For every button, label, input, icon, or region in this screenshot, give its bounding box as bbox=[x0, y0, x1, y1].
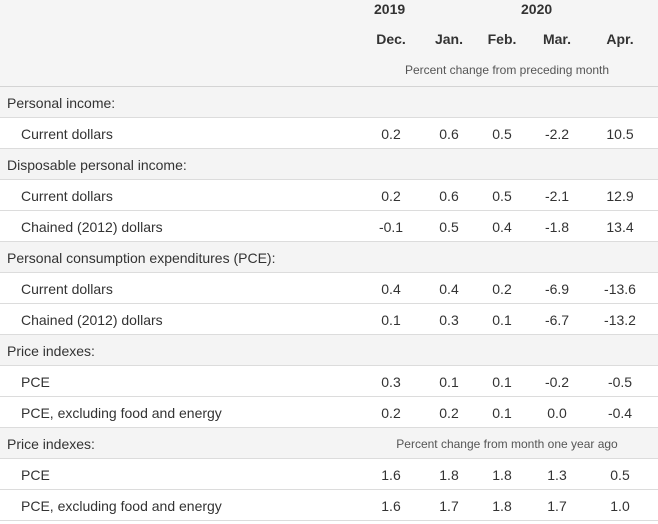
section-header-row: Price indexes: bbox=[0, 335, 658, 366]
row-label: Current dollars bbox=[21, 126, 113, 142]
month-header-dec: Dec. bbox=[376, 31, 406, 47]
section-label: Price indexes: bbox=[7, 436, 95, 452]
table-cell: 0.1 bbox=[492, 312, 512, 328]
month-header-jan: Jan. bbox=[434, 31, 463, 47]
month-header-feb: Feb. bbox=[487, 31, 517, 47]
row-label: Current dollars bbox=[21, 281, 113, 297]
table-cell: -0.4 bbox=[607, 405, 633, 421]
row-label: PCE, excluding food and energy bbox=[21, 405, 222, 421]
month-header-mar: Mar. bbox=[542, 31, 571, 47]
table-row: PCE 0.3 0.1 0.1 -0.2 -0.5 bbox=[0, 366, 658, 397]
section-header-row: Personal income: bbox=[0, 87, 658, 118]
section-label: Price indexes: bbox=[7, 343, 95, 359]
table-cell: 0.1 bbox=[492, 405, 512, 421]
header-months-row: Dec. Jan. Feb. Mar. Apr. bbox=[0, 23, 658, 56]
table-cell: 1.6 bbox=[381, 498, 401, 514]
row-label: Current dollars bbox=[21, 188, 113, 204]
section-header-row: Price indexes: Percent change from month … bbox=[0, 428, 658, 459]
table-cell: -6.9 bbox=[544, 281, 570, 297]
row-label: Chained (2012) dollars bbox=[21, 312, 163, 328]
table-cell: 0.5 bbox=[492, 126, 512, 142]
table-cell: 10.5 bbox=[606, 126, 634, 142]
table-cell: -13.6 bbox=[604, 281, 636, 297]
header-note-row: Percent change from preceding month bbox=[0, 56, 658, 87]
table-cell: 0.6 bbox=[439, 126, 459, 142]
table-cell: 12.9 bbox=[606, 188, 634, 204]
table-cell: 0.2 bbox=[381, 405, 401, 421]
table-cell: 1.0 bbox=[610, 498, 630, 514]
table-cell: 0.2 bbox=[381, 188, 401, 204]
table-cell: 0.1 bbox=[381, 312, 401, 328]
table-cell: 1.8 bbox=[492, 467, 512, 483]
table-cell: -0.5 bbox=[607, 374, 633, 390]
table-row: PCE 1.6 1.8 1.8 1.3 0.5 bbox=[0, 459, 658, 490]
table-body: Personal income: Current dollars 0.2 0.6 0.5… bbox=[0, 87, 658, 521]
table-cell: 1.8 bbox=[439, 467, 459, 483]
year-2019-header: 2019 bbox=[374, 1, 406, 17]
table-cell: 0.2 bbox=[381, 126, 401, 142]
row-label: PCE bbox=[21, 374, 50, 390]
table-row: Chained (2012) dollars 0.1 0.3 0.1 -6.7 -13.2 bbox=[0, 304, 658, 335]
table-cell: 0.4 bbox=[439, 281, 459, 297]
table-cell: 0.1 bbox=[439, 374, 459, 390]
table-cell: 0.4 bbox=[492, 219, 512, 235]
table-cell: 0.5 bbox=[610, 467, 630, 483]
table-row: Chained (2012) dollars -0.1 0.5 0.4 -1.8 13.4 bbox=[0, 211, 658, 242]
table-cell: 0.3 bbox=[381, 374, 401, 390]
month-header-apr: Apr. bbox=[606, 31, 634, 47]
table-cell: 1.6 bbox=[381, 467, 401, 483]
table-cell: 0.5 bbox=[439, 219, 459, 235]
table-cell: 1.7 bbox=[439, 498, 459, 514]
table-cell: 0.2 bbox=[492, 281, 512, 297]
table-cell: -6.7 bbox=[544, 312, 570, 328]
table-row: Current dollars 0.2 0.6 0.5 -2.1 12.9 bbox=[0, 180, 658, 211]
monthly-change-note: Percent change from preceding month bbox=[404, 63, 610, 77]
yearly-change-note: Percent change from month one year ago bbox=[396, 437, 618, 451]
section-label: Personal income: bbox=[7, 95, 116, 111]
table-cell: 0.1 bbox=[492, 374, 512, 390]
section-label: Personal consumption expenditures (PCE): bbox=[7, 250, 276, 266]
table-cell: 0.4 bbox=[381, 281, 401, 297]
table-cell: -2.1 bbox=[544, 188, 570, 204]
table-row: Current dollars 0.4 0.4 0.2 -6.9 -13.6 bbox=[0, 273, 658, 304]
table-cell: 1.7 bbox=[547, 498, 567, 514]
year-2020-header: 2020 bbox=[521, 1, 553, 17]
table-row: PCE, excluding food and energy 1.6 1.7 1.8 1… bbox=[0, 490, 658, 521]
section-header-row: Personal consumption expenditures (PCE): bbox=[0, 242, 658, 273]
section-header-row: Disposable personal income: bbox=[0, 149, 658, 180]
table-row: Current dollars 0.2 0.6 0.5 -2.2 10.5 bbox=[0, 118, 658, 149]
table-cell: 0.0 bbox=[547, 405, 567, 421]
table-cell: 13.4 bbox=[606, 219, 634, 235]
table-cell: -0.1 bbox=[378, 219, 404, 235]
table-cell: 1.8 bbox=[492, 498, 512, 514]
table-row: PCE, excluding food and energy 0.2 0.2 0.1 0… bbox=[0, 397, 658, 428]
row-label: PCE bbox=[21, 467, 50, 483]
table-cell: 0.6 bbox=[439, 188, 459, 204]
table-cell: -0.2 bbox=[544, 374, 570, 390]
table-cell: -2.2 bbox=[544, 126, 570, 142]
table-cell: 1.3 bbox=[547, 467, 567, 483]
table-cell: 0.2 bbox=[439, 405, 459, 421]
table-cell: -1.8 bbox=[544, 219, 570, 235]
table-cell: -13.2 bbox=[604, 312, 636, 328]
row-label: Chained (2012) dollars bbox=[21, 219, 163, 235]
section-label: Disposable personal income: bbox=[7, 157, 187, 173]
row-label: PCE, excluding food and energy bbox=[21, 498, 222, 514]
header-years-row: 2019 2020 bbox=[0, 0, 658, 23]
table-cell: 0.5 bbox=[492, 188, 512, 204]
table-cell: 0.3 bbox=[439, 312, 459, 328]
